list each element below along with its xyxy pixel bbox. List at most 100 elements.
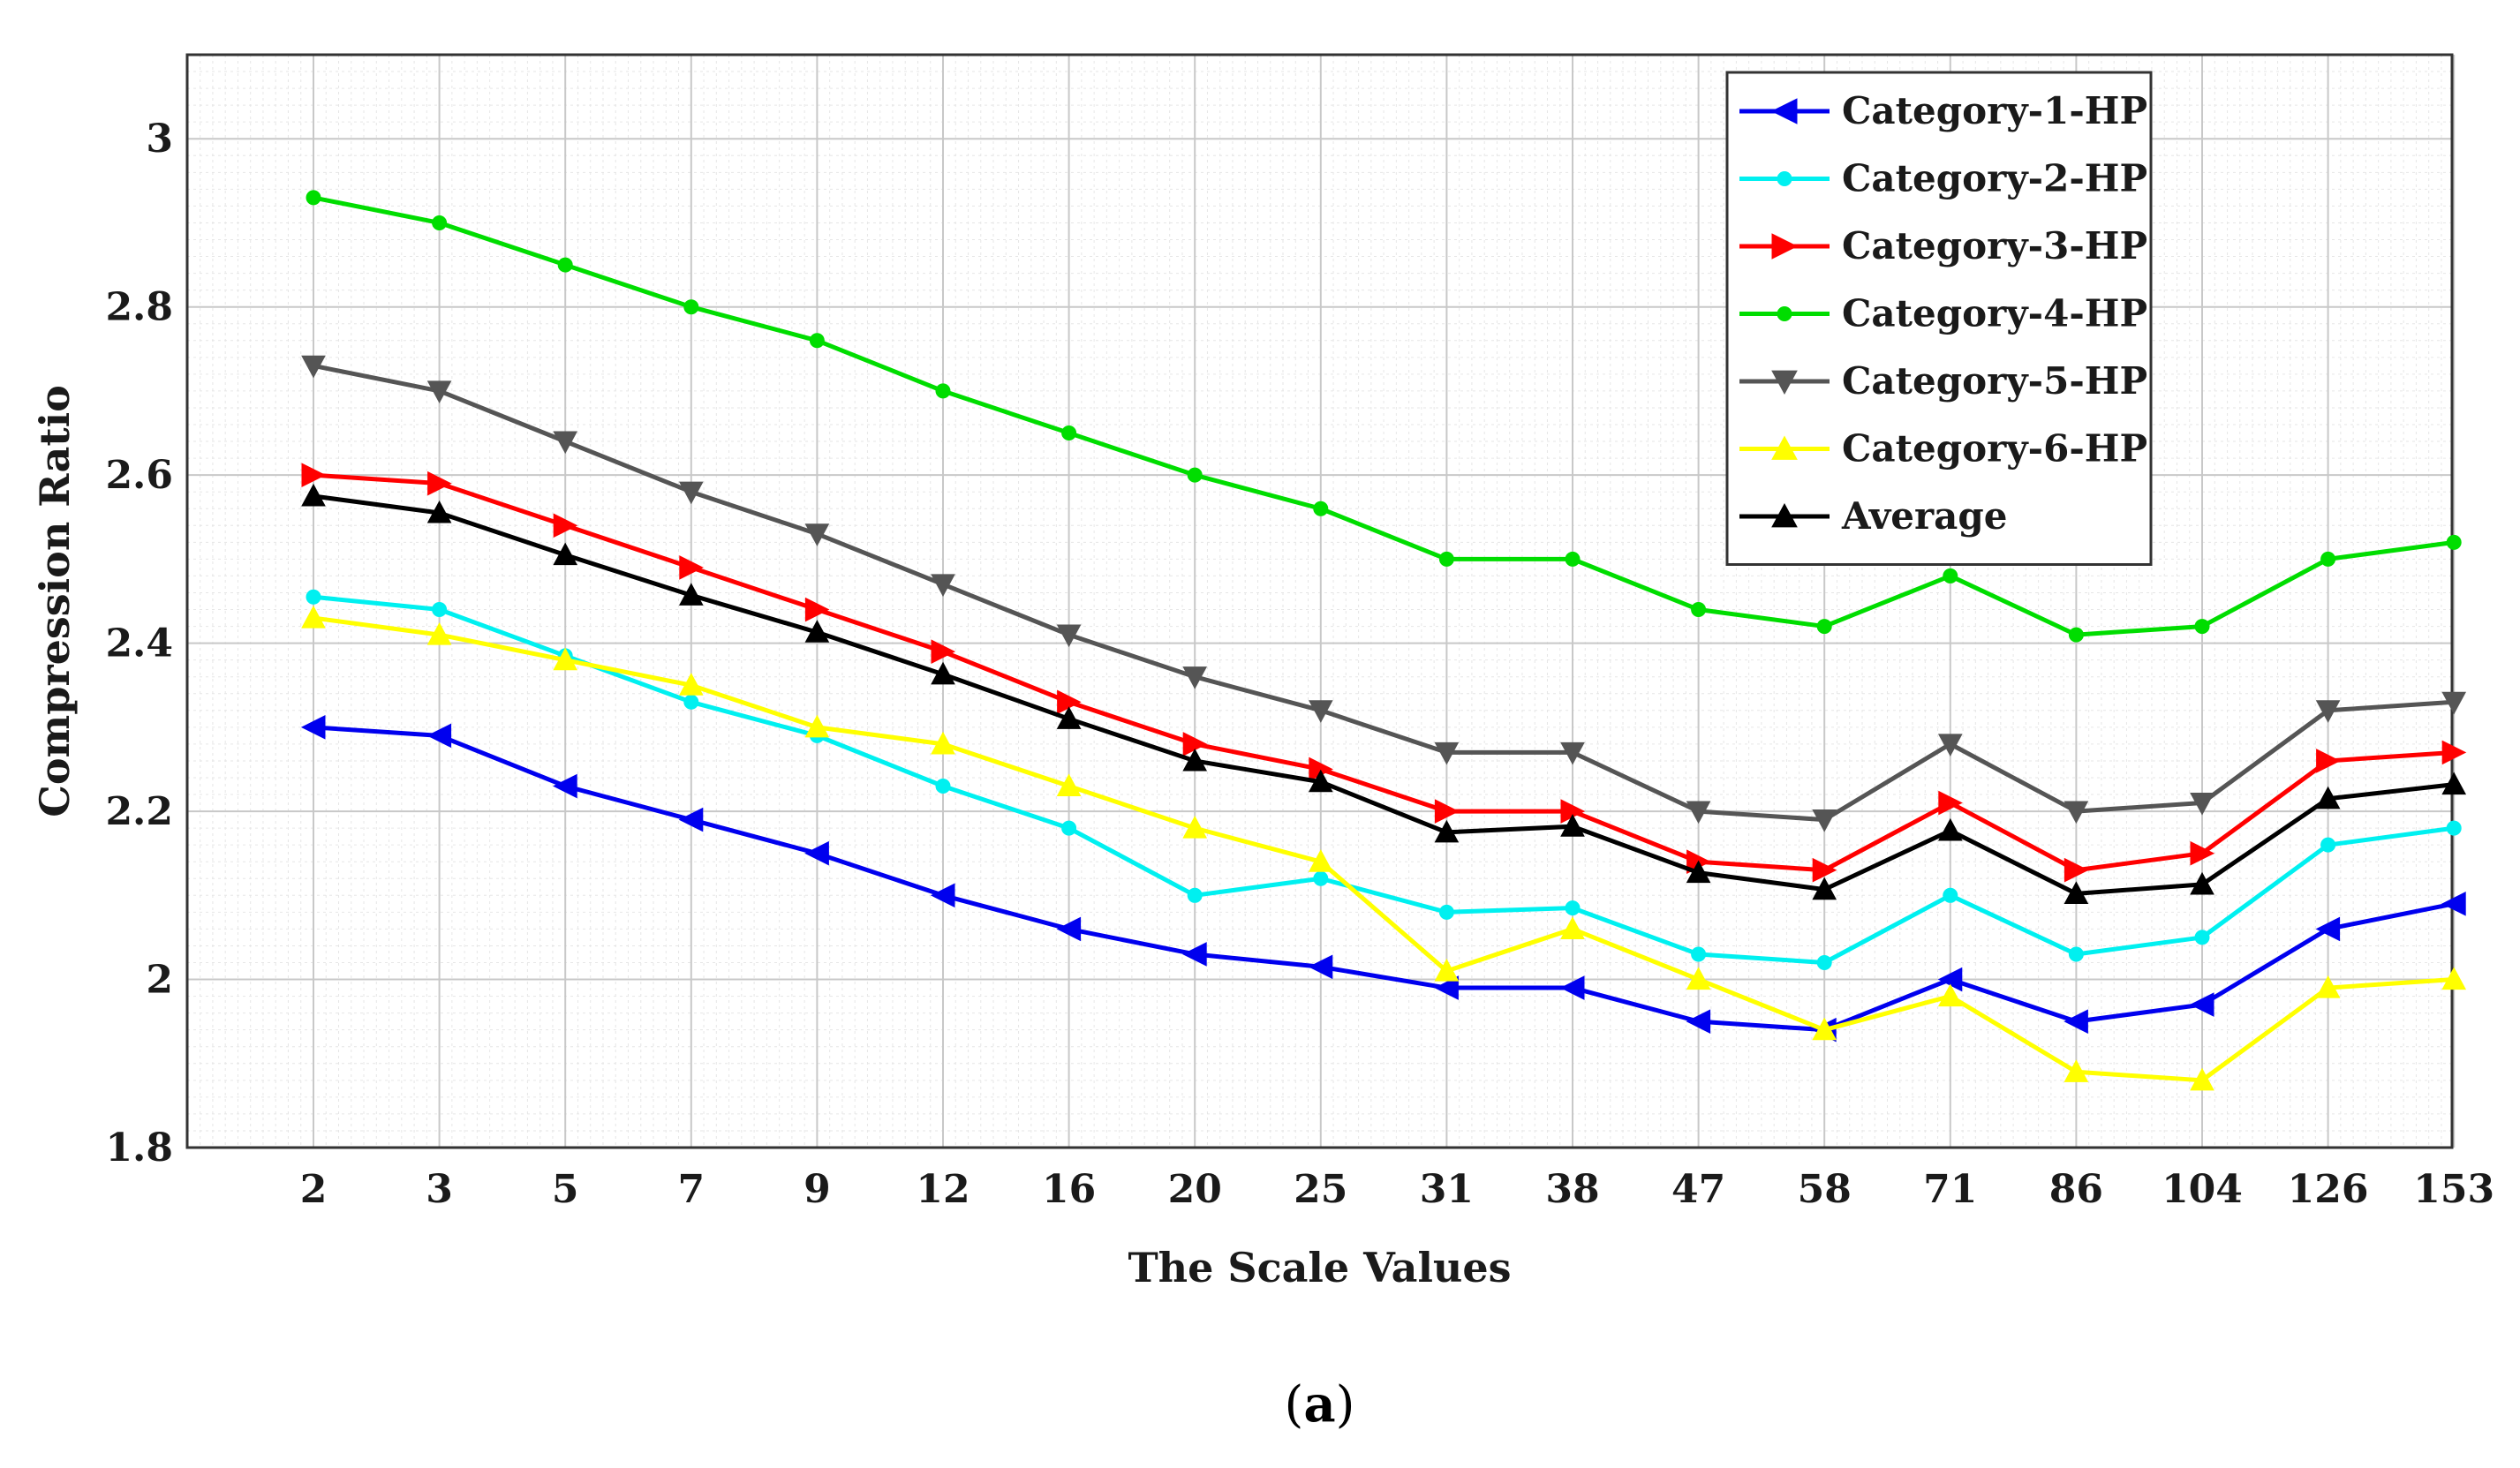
- data-point: [2315, 786, 2341, 809]
- data-point: [1816, 954, 1832, 970]
- data-point: [1434, 975, 1459, 1000]
- data-point: [2441, 892, 2466, 916]
- y-tick-label: 2.2: [105, 789, 173, 834]
- data-point: [1686, 967, 1711, 990]
- data-point: [678, 481, 704, 505]
- data-point: [301, 463, 327, 487]
- data-point: [427, 471, 452, 496]
- data-point: [432, 215, 448, 230]
- series-category-5-hp: [301, 355, 2467, 832]
- data-point: [2315, 975, 2341, 998]
- y-tick-labels: 1.8 2 2.2 2.4 2.6 2.8 3: [105, 117, 173, 1171]
- y-axis-label: Compression Ratio: [31, 385, 79, 817]
- data-point: [1182, 748, 1208, 772]
- data-point: [1938, 790, 1963, 816]
- data-point: [426, 380, 452, 403]
- legend-label: Category-5-HP: [1842, 359, 2147, 403]
- caption-close-paren: ): [1336, 1376, 1355, 1434]
- x-tick-label: 12: [916, 1167, 970, 1212]
- data-point: [1560, 742, 1585, 765]
- x-tick-label: 104: [2162, 1167, 2243, 1212]
- data-point: [306, 190, 321, 206]
- legend-item: Category-3-HP: [1739, 224, 2147, 267]
- x-tick-label: 31: [1420, 1167, 1474, 1212]
- data-point: [930, 883, 955, 908]
- data-point: [2190, 793, 2214, 816]
- x-tick-labels: 2 3 5 7 9 12 16 20 25 31 38 47 58 71 86 104 126 153: [300, 1167, 2494, 1212]
- x-tick-label: 3: [426, 1167, 453, 1212]
- caption-letter: a: [1303, 1375, 1335, 1434]
- data-point: [1061, 425, 1077, 441]
- data-point: [2064, 857, 2089, 883]
- legend-item: Category-6-HP: [1739, 427, 2147, 471]
- series-line: [313, 363, 2455, 823]
- legend-marker: [1771, 233, 1799, 260]
- data-point: [804, 840, 829, 866]
- x-tick-label: 38: [1545, 1167, 1599, 1212]
- legend-item: Average: [1739, 494, 2007, 538]
- x-tick-label: 71: [1923, 1167, 1977, 1212]
- data-point: [1056, 916, 1082, 942]
- series-line: [313, 195, 2455, 637]
- data-point: [931, 661, 955, 685]
- data-point: [1182, 666, 1208, 689]
- data-point: [1943, 887, 1958, 903]
- data-point: [1434, 958, 1460, 982]
- data-point: [2068, 627, 2084, 643]
- data-point: [2064, 1009, 2088, 1034]
- caption-open-paren: (: [1284, 1376, 1303, 1434]
- legend-marker: [1771, 502, 1798, 528]
- y-tick-label: 1.8: [105, 1125, 173, 1171]
- data-point: [2194, 619, 2210, 635]
- data-point: [2064, 801, 2089, 824]
- data-point: [426, 622, 452, 645]
- data-point: [1187, 467, 1203, 483]
- data-point: [935, 383, 951, 399]
- data-point: [678, 673, 704, 696]
- data-point: [1686, 860, 1711, 884]
- legend-item: Category-1-HP: [1739, 89, 2147, 132]
- data-point: [1182, 942, 1207, 967]
- x-axis-label: The Scale Values: [1128, 1244, 1511, 1291]
- data-point: [1943, 568, 1958, 583]
- data-point: [931, 574, 955, 598]
- legend-marker: [1777, 171, 1792, 186]
- legend-marker: [1777, 306, 1792, 321]
- data-point: [1434, 819, 1460, 843]
- data-point: [1308, 700, 1333, 723]
- x-tick-label: 153: [2413, 1167, 2494, 1212]
- series-category-2-hp: [306, 589, 2462, 970]
- data-point: [809, 333, 825, 349]
- data-point: [2189, 992, 2214, 1017]
- x-tick-label: 7: [677, 1167, 705, 1212]
- x-tick-label: 20: [1168, 1167, 1222, 1212]
- y-tick-label: 2: [146, 958, 173, 1003]
- data-point: [2315, 700, 2341, 723]
- data-point: [2320, 551, 2336, 567]
- data-point: [1056, 624, 1082, 648]
- data-point: [2441, 691, 2467, 715]
- data-point: [306, 589, 321, 605]
- legend-item: Category-5-HP: [1739, 359, 2147, 403]
- legend-item: Category-4-HP: [1739, 292, 2147, 335]
- data-point: [1182, 816, 1208, 839]
- data-point: [553, 513, 578, 538]
- legend-marker: [1770, 98, 1798, 124]
- data-point: [931, 731, 955, 755]
- data-point: [804, 714, 830, 738]
- data-point: [1560, 916, 1585, 939]
- data-point: [804, 523, 830, 546]
- data-point: [2320, 837, 2336, 853]
- series-category-4-hp: [306, 190, 2462, 643]
- data-point: [301, 355, 326, 379]
- y-tick-label: 3: [146, 117, 173, 162]
- data-point: [1937, 734, 1963, 757]
- data-point: [804, 597, 830, 622]
- data-point: [1438, 904, 1454, 920]
- series-line: [313, 493, 2455, 896]
- series-group: [300, 190, 2467, 1091]
- figure-caption: (a): [1284, 1375, 1354, 1434]
- data-point: [1812, 857, 1837, 883]
- data-point: [931, 639, 956, 664]
- data-point: [1937, 817, 1963, 841]
